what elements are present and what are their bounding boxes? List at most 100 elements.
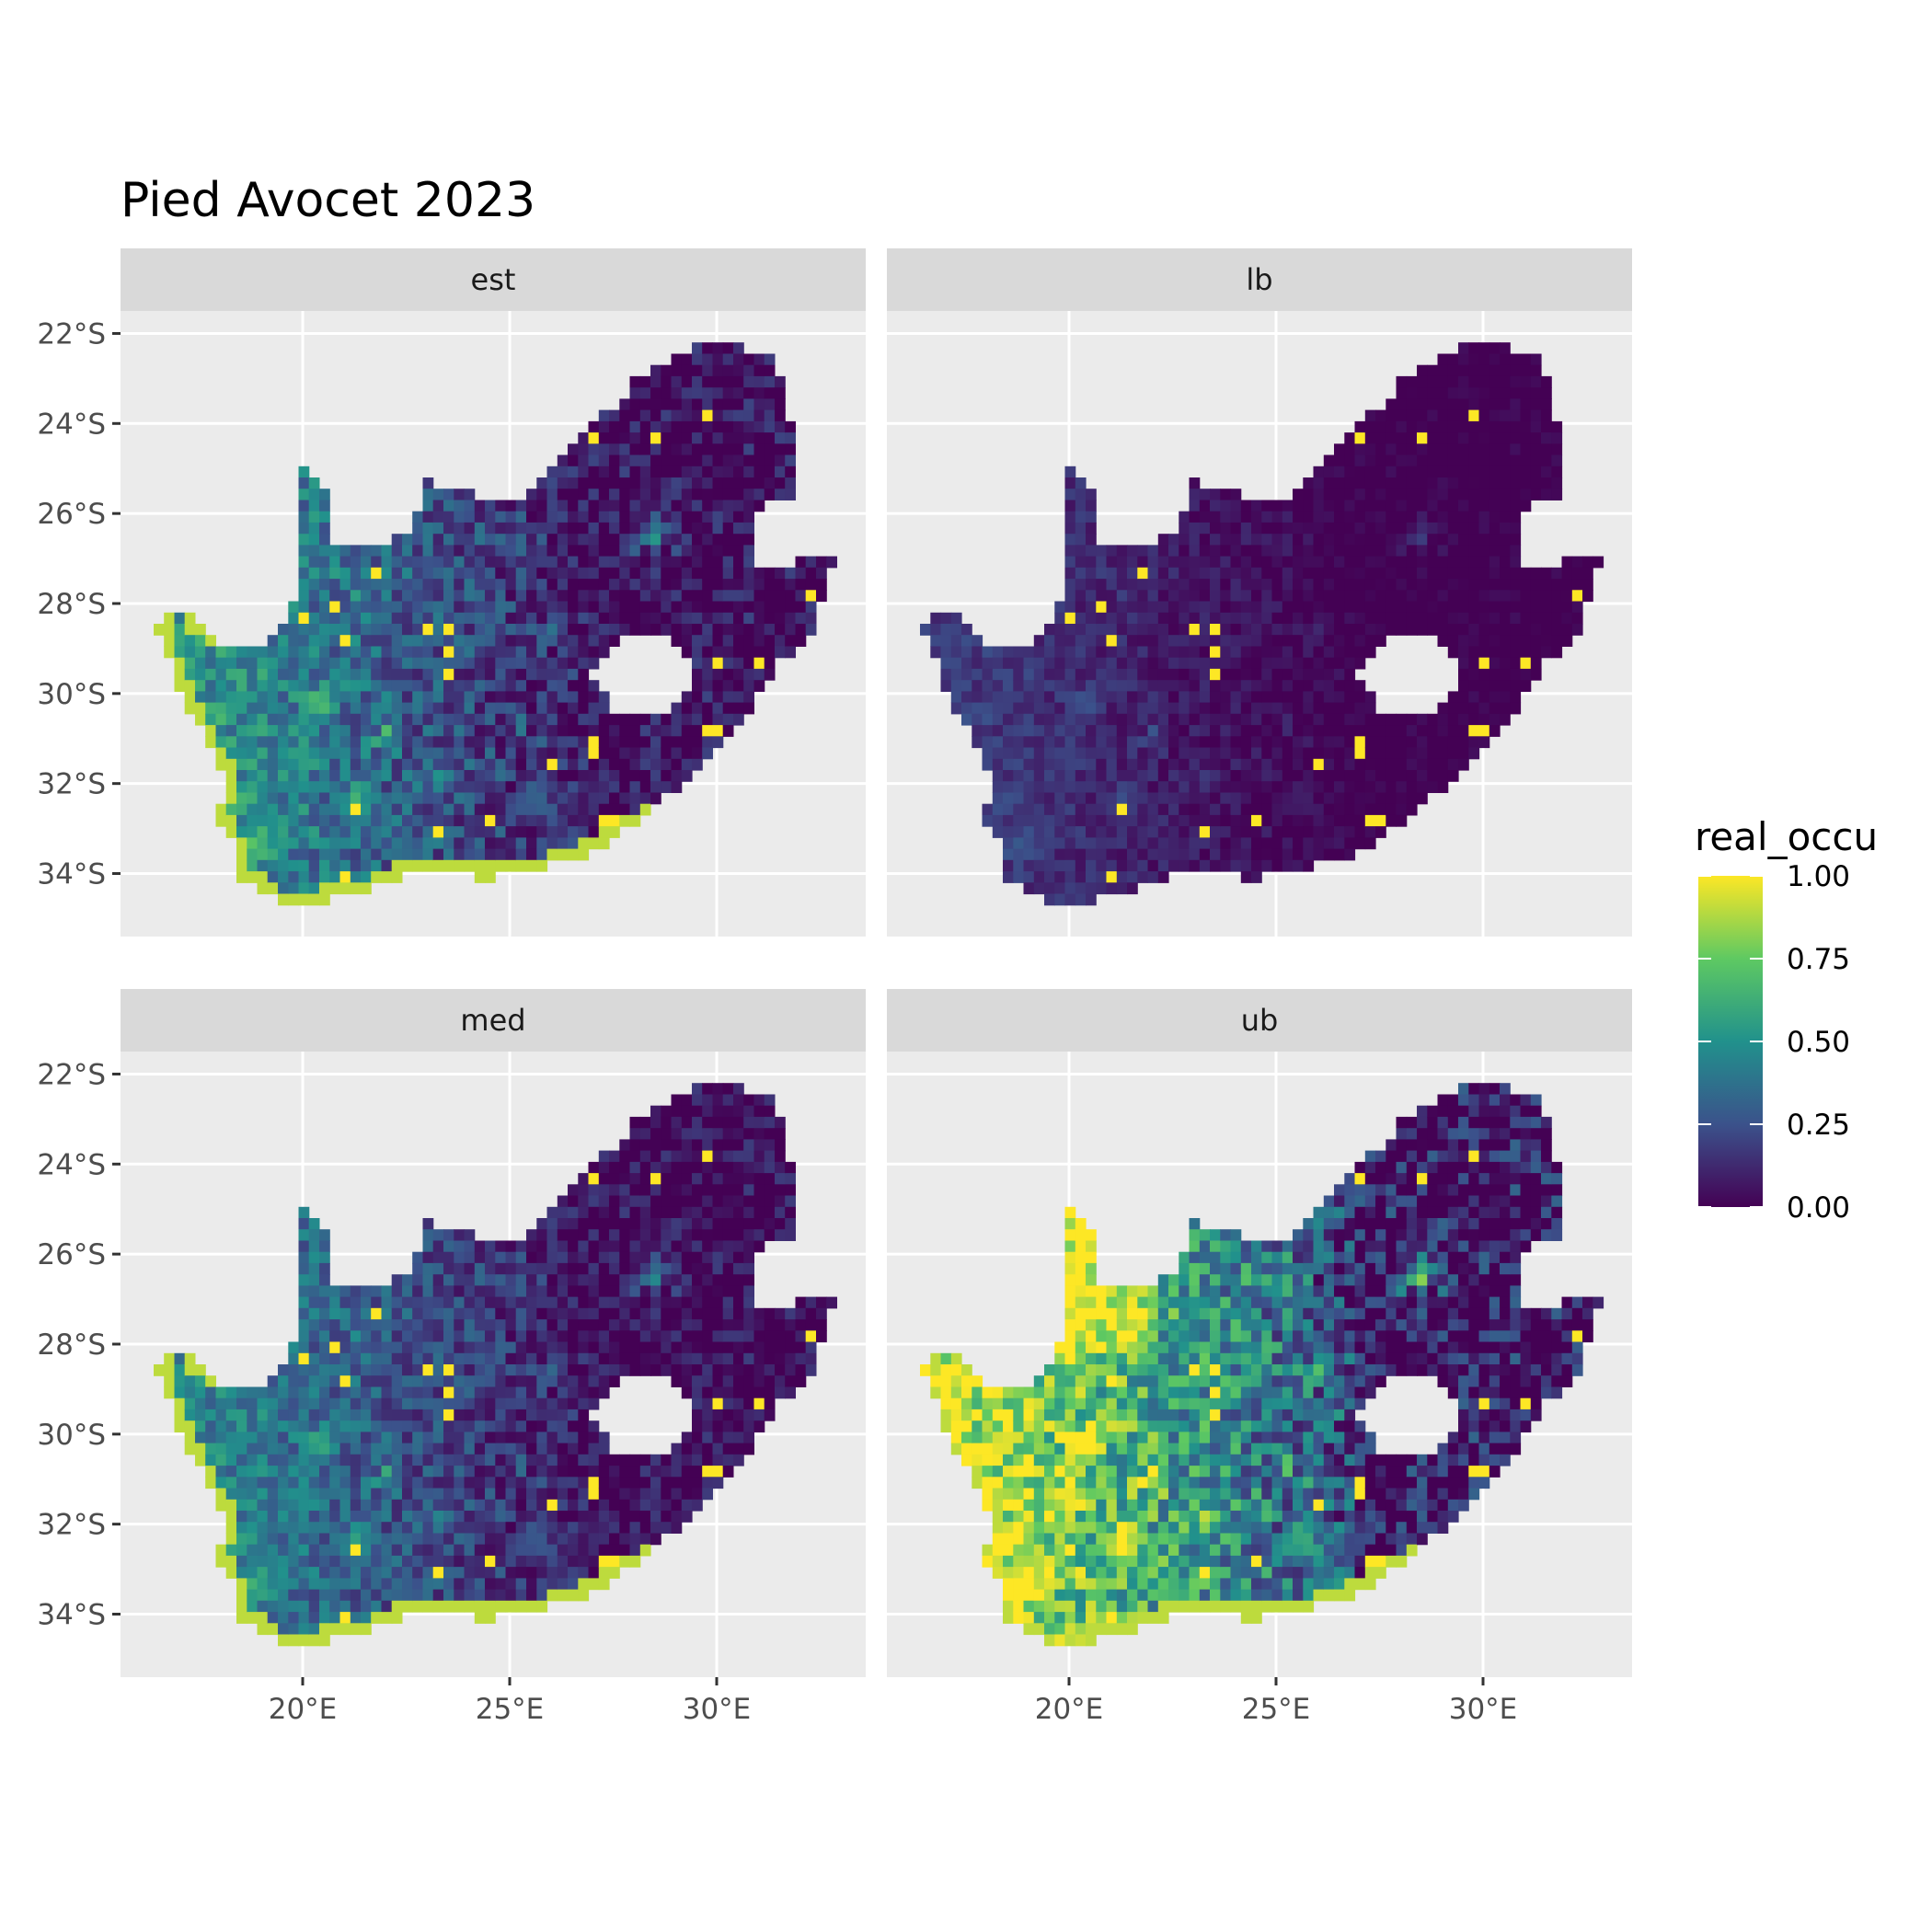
raster-cell xyxy=(1064,489,1076,500)
raster-cell xyxy=(1096,646,1108,659)
raster-cell xyxy=(443,1240,454,1253)
raster-cell xyxy=(350,1420,362,1432)
raster-cell xyxy=(298,1600,310,1613)
raster-cell xyxy=(536,1274,548,1286)
raster-cell xyxy=(598,713,610,726)
raster-cell xyxy=(1210,545,1221,558)
raster-cell xyxy=(257,657,269,670)
raster-cell xyxy=(1478,420,1490,433)
raster-cell xyxy=(619,590,631,603)
raster-cell xyxy=(733,432,744,444)
raster-cell xyxy=(412,1454,423,1466)
raster-cell xyxy=(1179,814,1190,827)
raster-cell xyxy=(568,534,579,546)
raster-cell xyxy=(278,624,289,636)
raster-cell xyxy=(1293,624,1304,636)
raster-cell xyxy=(257,1567,269,1579)
raster-cell xyxy=(1075,624,1087,636)
raster-cell xyxy=(1323,511,1335,523)
raster-cell xyxy=(1168,635,1179,647)
raster-cell xyxy=(329,814,340,827)
raster-cell xyxy=(381,1511,393,1523)
raster-cell xyxy=(1230,736,1242,749)
raster-cell xyxy=(1468,500,1480,512)
raster-cell xyxy=(588,1454,600,1466)
raster-cell xyxy=(474,624,486,636)
raster-cell xyxy=(546,848,558,861)
raster-cell xyxy=(1313,567,1325,580)
raster-cell xyxy=(371,837,382,850)
raster-cell xyxy=(1261,758,1273,771)
raster-cell xyxy=(1240,624,1252,636)
raster-cell xyxy=(381,1341,393,1354)
raster-cell xyxy=(546,1330,558,1343)
raster-cell xyxy=(432,680,444,692)
raster-cell xyxy=(485,1364,496,1376)
raster-cell xyxy=(298,477,310,489)
raster-cell xyxy=(568,567,579,580)
raster-cell xyxy=(329,1352,340,1365)
raster-cell xyxy=(225,725,237,737)
raster-cell xyxy=(692,432,703,444)
raster-cell xyxy=(205,1386,216,1399)
raster-cell xyxy=(1168,601,1179,614)
raster-cell xyxy=(371,1443,382,1455)
raster-cell xyxy=(381,1319,393,1331)
raster-cell xyxy=(505,1567,517,1579)
raster-cell xyxy=(495,500,507,512)
raster-cell xyxy=(1086,826,1097,838)
raster-cell xyxy=(1282,859,1294,872)
raster-cell xyxy=(1489,612,1501,625)
raster-cell xyxy=(1530,668,1542,681)
raster-cell xyxy=(609,489,620,500)
raster-cell xyxy=(1261,612,1273,625)
raster-cell xyxy=(568,1578,579,1591)
raster-cell xyxy=(422,770,434,782)
raster-cell xyxy=(402,1578,413,1591)
raster-cell xyxy=(298,579,310,591)
raster-cell xyxy=(1127,590,1138,603)
raster-cell xyxy=(1417,477,1428,489)
raster-cell xyxy=(1137,556,1149,569)
raster-cell xyxy=(619,1330,631,1343)
raster-cell xyxy=(1489,601,1501,614)
raster-cell xyxy=(1179,556,1190,569)
raster-cell xyxy=(557,635,569,647)
raster-cell xyxy=(598,1229,610,1241)
raster-cell xyxy=(225,747,237,760)
raster-cell xyxy=(1096,680,1108,692)
raster-cell xyxy=(174,1375,186,1387)
raster-cell xyxy=(443,1251,454,1264)
raster-cell xyxy=(1116,882,1128,895)
raster-cell xyxy=(1303,646,1315,659)
raster-cell xyxy=(1106,646,1118,659)
raster-cell xyxy=(619,1150,631,1163)
raster-cell xyxy=(1417,556,1428,569)
raster-cell xyxy=(236,814,247,827)
raster-cell xyxy=(308,1296,320,1309)
raster-cell xyxy=(1013,680,1025,692)
raster-cell xyxy=(1096,579,1108,591)
raster-cell xyxy=(1023,871,1035,883)
raster-cell xyxy=(1406,466,1418,478)
raster-cell xyxy=(712,545,724,558)
raster-cell xyxy=(526,500,537,512)
raster-cell xyxy=(412,1533,423,1546)
raster-cell xyxy=(339,1443,351,1455)
raster-cell xyxy=(661,590,673,603)
raster-cell xyxy=(485,781,496,793)
raster-cell xyxy=(1458,624,1469,636)
raster-cell xyxy=(515,1341,527,1354)
raster-cell xyxy=(526,1567,537,1579)
raster-cell xyxy=(609,500,620,512)
raster-cell xyxy=(474,770,486,782)
raster-cell xyxy=(1189,826,1201,838)
raster-cell xyxy=(308,511,320,523)
raster-cell xyxy=(515,859,527,872)
raster-cell xyxy=(474,848,486,861)
raster-cell xyxy=(1044,803,1055,816)
raster-cell xyxy=(578,1432,590,1444)
raster-cell xyxy=(1437,579,1449,591)
raster-cell xyxy=(1478,443,1490,456)
raster-cell xyxy=(1437,758,1449,771)
